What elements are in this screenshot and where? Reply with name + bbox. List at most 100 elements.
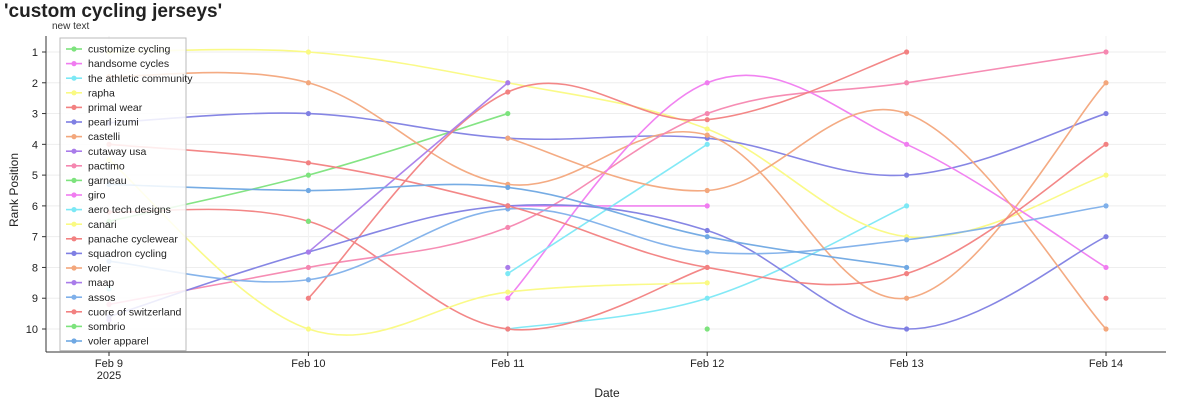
- legend-item[interactable]: pactimo: [66, 160, 125, 172]
- y-tick-label: 9: [32, 293, 38, 305]
- data-point: [1103, 295, 1109, 301]
- y-tick-label: 3: [32, 109, 38, 121]
- x-axis-title: Date: [594, 386, 620, 400]
- legend-swatch-marker: [71, 61, 77, 67]
- data-point: [305, 110, 311, 117]
- data-point: [505, 80, 511, 86]
- series-castelli: [106, 71, 1109, 301]
- y-tick-label: 4: [32, 139, 38, 151]
- legend-label: customize cycling: [88, 44, 170, 56]
- series-lines: [106, 48, 1109, 336]
- data-point: [305, 249, 311, 255]
- legend-label: rapha: [88, 87, 115, 99]
- legend-item[interactable]: sombrio: [66, 321, 126, 333]
- legend-label: primal wear: [88, 102, 143, 114]
- legend-swatch-marker: [71, 294, 77, 300]
- data-point: [904, 237, 910, 243]
- data-point: [505, 271, 511, 277]
- data-point: [704, 295, 710, 301]
- data-point: [305, 187, 311, 194]
- legend-item[interactable]: cutaway usa: [66, 146, 147, 158]
- data-point: [704, 187, 710, 194]
- legend-label: giro: [88, 190, 106, 202]
- legend-item[interactable]: aero tech designs: [66, 204, 171, 216]
- legend-item[interactable]: cuore of switzerland: [66, 306, 182, 318]
- x-year-label: 2025: [97, 370, 121, 382]
- legend-item[interactable]: customize cycling: [66, 44, 170, 56]
- legend-swatch-marker: [71, 192, 77, 198]
- legend-swatch-marker: [71, 236, 77, 242]
- legend-item[interactable]: the athletic community: [66, 73, 193, 85]
- y-tick-label: 7: [32, 232, 38, 244]
- data-point: [1103, 80, 1109, 86]
- legend-label: garneau: [88, 175, 127, 187]
- legend-swatch-marker: [71, 104, 77, 110]
- legend-item[interactable]: garneau: [66, 175, 127, 187]
- series-canari: [106, 157, 710, 336]
- data-point: [704, 110, 710, 117]
- legend-item[interactable]: pearl izumi: [66, 117, 139, 129]
- data-point: [1103, 172, 1109, 178]
- legend-item[interactable]: primal wear: [66, 102, 143, 114]
- data-point: [505, 264, 511, 271]
- legend-item[interactable]: giro: [66, 190, 106, 202]
- data-point: [1103, 326, 1109, 332]
- data-point: [704, 227, 710, 234]
- legend-swatch-marker: [71, 46, 77, 52]
- data-point: [904, 141, 910, 147]
- data-point: [505, 135, 511, 141]
- legend-swatch-marker: [71, 90, 77, 96]
- legend-swatch-marker: [71, 177, 77, 183]
- legend-item[interactable]: panache cyclewear: [66, 233, 178, 245]
- legend-item[interactable]: canari: [66, 219, 117, 231]
- legend-label: panache cyclewear: [88, 233, 178, 245]
- legend-swatch-marker: [71, 338, 77, 344]
- data-point: [305, 277, 311, 283]
- legend-label: cutaway usa: [88, 146, 147, 158]
- data-point: [505, 295, 511, 301]
- legend-item[interactable]: castelli: [66, 131, 120, 143]
- x-tick-label: Feb 10: [291, 358, 325, 370]
- data-point: [305, 160, 311, 166]
- data-point: [704, 203, 710, 209]
- legend-item[interactable]: voler apparel: [66, 336, 149, 348]
- series-line: [108, 112, 1107, 177]
- data-point: [305, 326, 311, 332]
- grid-lines: [46, 36, 1166, 352]
- legend-item[interactable]: handsome cycles: [66, 58, 169, 70]
- data-point: [505, 184, 511, 191]
- data-point: [704, 126, 710, 132]
- legend-item[interactable]: maap: [66, 277, 114, 289]
- x-tick-label: Feb 13: [889, 358, 923, 370]
- legend-item[interactable]: voler: [66, 263, 111, 275]
- legend-label: pactimo: [88, 160, 125, 172]
- legend-label: assos: [88, 292, 115, 304]
- series-line: [307, 51, 907, 299]
- legend-swatch-marker: [71, 265, 77, 271]
- legend-swatch-marker: [71, 119, 77, 125]
- legend-label: aero tech designs: [88, 204, 171, 216]
- legend-swatch-marker: [71, 250, 77, 256]
- x-tick-label: Feb 12: [690, 358, 724, 370]
- data-point: [505, 289, 511, 295]
- series-maap: [305, 80, 511, 255]
- legend-swatch-marker: [71, 309, 77, 315]
- data-point: [305, 172, 311, 178]
- series-line: [507, 108, 1107, 330]
- legend-swatch-marker: [71, 323, 77, 329]
- series-voler: [505, 108, 1109, 332]
- legend-item[interactable]: rapha: [66, 87, 115, 99]
- legend-label: handsome cycles: [88, 58, 169, 70]
- legend-item[interactable]: assos: [66, 292, 115, 304]
- legend-label: canari: [88, 219, 117, 231]
- data-point: [505, 203, 511, 209]
- series-line: [108, 71, 1107, 300]
- data-point: [505, 89, 511, 95]
- data-point: [904, 271, 910, 277]
- legend-label: pearl izumi: [88, 117, 139, 129]
- legend-label: voler apparel: [88, 336, 149, 348]
- legend-item[interactable]: squadron cycling: [66, 248, 167, 260]
- legend[interactable]: customize cycling handsome cycles the athl…: [59, 37, 193, 352]
- data-point: [505, 224, 511, 231]
- legend-label: maap: [88, 277, 114, 289]
